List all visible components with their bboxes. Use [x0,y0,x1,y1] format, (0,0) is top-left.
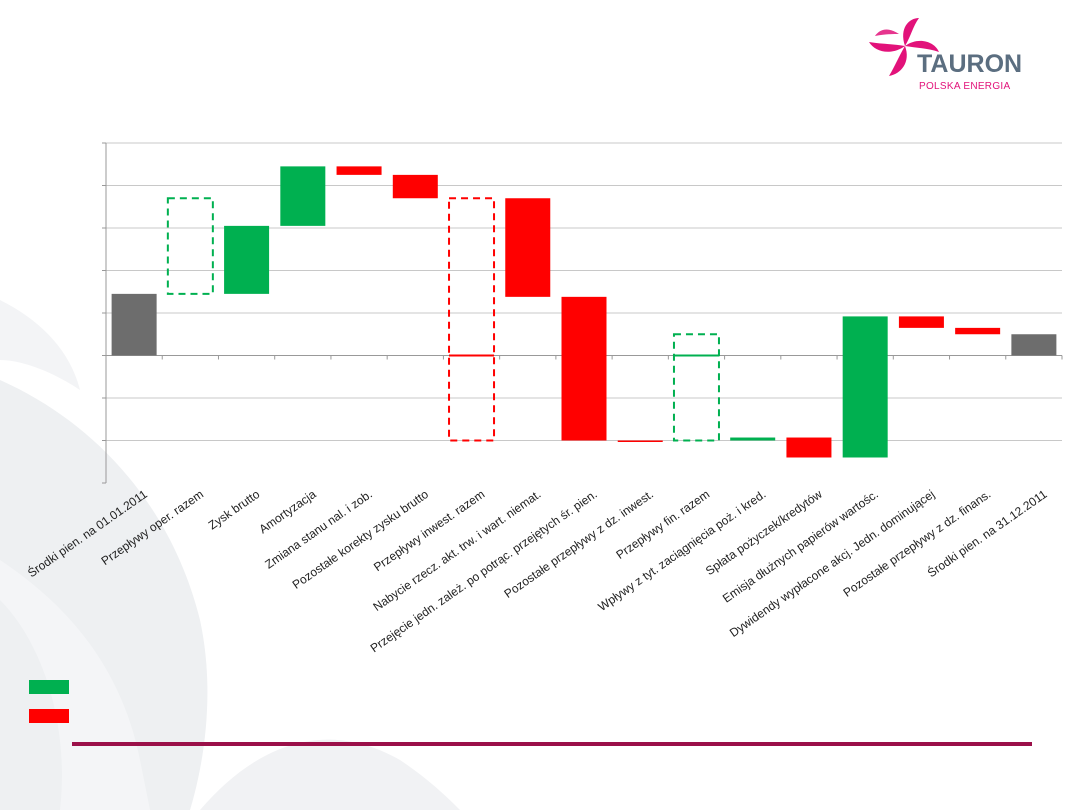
bar-15 [955,327,1001,335]
logo-wordmark: TAURON [917,50,1023,78]
bar-16 [1011,334,1057,356]
bar-3 [280,166,326,226]
category-label: Zmiana stanu nal. i zob. [262,487,374,572]
category-label: Przepływy fin. razem [613,487,712,562]
category-label: Zysk brutto [206,487,263,533]
chart-bars [111,166,1057,458]
tauron-logo-mark [869,18,939,76]
bar-4 [336,166,382,175]
bar-2 [224,225,270,294]
logo-subtitle: POLSKA ENERGIA [919,81,1011,92]
bar-12 [786,437,832,458]
subtotal-bar-1 [166,197,214,295]
category-label: Dywidendy wypłacone akcj. Jedn. dominują… [727,487,937,640]
category-label: Przepływy oper. razem [99,487,206,568]
bar-5 [392,174,438,199]
legend-increase-swatch [29,680,69,694]
legend-decrease-swatch [29,709,69,723]
footer-divider [72,742,1032,746]
bar-13 [842,316,888,458]
bar-11 [730,437,776,441]
bar-0 [111,293,157,356]
bar-7 [505,198,551,297]
subtotal-bar-10 [672,333,720,442]
bar-8 [561,296,607,441]
bar-14 [898,316,944,328]
bar-9 [617,440,663,442]
subtotal-bar-6 [448,197,496,442]
